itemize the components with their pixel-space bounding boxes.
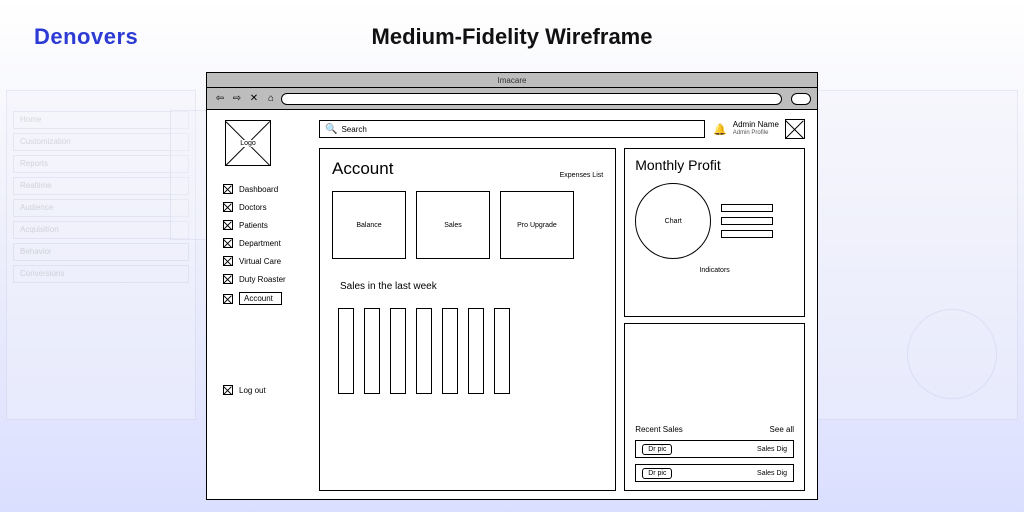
sales-bar <box>442 308 458 394</box>
window-titlebar: Imacare <box>207 73 817 88</box>
back-icon[interactable]: ⇦ <box>213 92 227 106</box>
sidebar-item-duty-roaster[interactable]: Duty Roaster <box>223 274 309 284</box>
admin-name: Admin Name <box>733 120 779 129</box>
sale-label: Sales Dig <box>757 470 787 477</box>
expenses-link[interactable]: Expenses List <box>560 172 604 179</box>
bell-icon[interactable]: 🔔 <box>713 123 727 136</box>
ghost-menu-item: Acquisition <box>13 221 189 239</box>
sales-bars <box>338 306 603 394</box>
sales-bar <box>364 308 380 394</box>
sidebar-item-label: Patients <box>239 221 268 230</box>
legend-row <box>721 204 773 212</box>
sidebar-item-label: Log out <box>239 386 266 395</box>
sales-bar <box>468 308 484 394</box>
ghost-menu-item: Customization <box>13 133 189 151</box>
right-column: Monthly Profit Chart Indicators Recent S… <box>624 148 805 491</box>
ghost-sidebar-bg: Home Customization Reports Realtime Audience… <box>6 90 196 420</box>
logo-label: Logo <box>238 140 258 147</box>
sales-bar <box>494 308 510 394</box>
logo-placeholder: Logo <box>225 120 271 166</box>
placeholder-icon <box>223 220 233 230</box>
sidebar-item-label: Dashboard <box>239 185 278 194</box>
page-title: Medium-Fidelity Wireframe <box>0 24 1024 50</box>
account-panel: Account Expenses List BalanceSalesPro Up… <box>319 148 616 491</box>
sidebar-item-label: Virtual Care <box>239 257 281 266</box>
placeholder-icon <box>223 385 233 395</box>
sidebar-item-logout[interactable]: Log out <box>223 385 309 395</box>
search-placeholder: Search <box>341 125 366 134</box>
sidebar-item-label: Doctors <box>239 203 267 212</box>
sidebar-nav: Dashboard Doctors Patients Department Virtua… <box>223 184 309 395</box>
sidebar-item-dashboard[interactable]: Dashboard <box>223 184 309 194</box>
ghost-menu-item: Behavior <box>13 243 189 261</box>
placeholder-icon <box>223 184 233 194</box>
sidebar-item-department[interactable]: Department <box>223 238 309 248</box>
sales-bar <box>416 308 432 394</box>
home-icon[interactable]: ⌂ <box>264 92 278 106</box>
legend-row <box>721 230 773 238</box>
placeholder-icon <box>223 274 233 284</box>
sidebar-item-label: Department <box>239 239 281 248</box>
topbar: 🔍 Search 🔔 Admin Name Admin Profile <box>319 118 805 140</box>
ghost-menu-item: Home <box>13 111 189 129</box>
indicators-label: Indicators <box>635 267 794 274</box>
chart-placeholder: Chart <box>635 183 711 259</box>
profit-panel: Monthly Profit Chart Indicators <box>624 148 805 317</box>
recent-sale-row[interactable]: Dr pic Sales Dig <box>635 464 794 482</box>
card-balance[interactable]: Balance <box>332 191 406 259</box>
forward-icon[interactable]: ⇨ <box>230 92 244 106</box>
sales-heading: Sales in the last week <box>340 281 603 292</box>
sidebar-item-label: Account <box>239 292 282 305</box>
avatar-placeholder[interactable] <box>785 119 805 139</box>
account-heading: Account <box>332 159 393 179</box>
recent-panel: Recent Sales See all Dr picSales DigDr p… <box>624 323 805 492</box>
toolbar-search-pill[interactable] <box>791 93 811 105</box>
search-input[interactable]: 🔍 Search <box>319 120 705 138</box>
sales-bar <box>390 308 406 394</box>
profit-heading: Monthly Profit <box>635 157 794 173</box>
ghost-menu-item: Audience <box>13 199 189 217</box>
ghost-menu-item: Conversions <box>13 265 189 283</box>
url-bar[interactable] <box>281 93 782 105</box>
sale-tag: Dr pic <box>642 468 672 479</box>
legend-rows <box>721 204 773 238</box>
ghost-right-bg <box>808 90 1018 420</box>
see-all-link[interactable]: See all <box>770 425 794 434</box>
account-cards: BalanceSalesPro Upgrade <box>332 191 603 259</box>
sidebar: Logo Dashboard Doctors Patients Department V… <box>219 118 309 491</box>
ghost-circle <box>907 309 997 399</box>
sales-bar <box>338 308 354 394</box>
browser-toolbar: ⇦ ⇨ ✕ ⌂ <box>207 88 817 110</box>
main-area: 🔍 Search 🔔 Admin Name Admin Profile Acco… <box>319 118 805 491</box>
placeholder-icon <box>223 238 233 248</box>
sidebar-item-patients[interactable]: Patients <box>223 220 309 230</box>
admin-text: Admin Name Admin Profile <box>733 120 779 138</box>
sale-tag: Dr pic <box>642 444 672 455</box>
browser-wireframe: Imacare ⇦ ⇨ ✕ ⌂ Logo Dashboard Doctors Pat… <box>206 72 818 500</box>
sidebar-item-virtual-care[interactable]: Virtual Care <box>223 256 309 266</box>
legend-row <box>721 217 773 225</box>
ghost-menu-item: Realtime <box>13 177 189 195</box>
placeholder-icon <box>223 202 233 212</box>
close-icon[interactable]: ✕ <box>247 92 261 106</box>
recent-sale-row[interactable]: Dr pic Sales Dig <box>635 440 794 458</box>
admin-subtitle: Admin Profile <box>733 129 779 138</box>
placeholder-icon <box>223 294 233 304</box>
card-sales[interactable]: Sales <box>416 191 490 259</box>
placeholder-icon <box>223 256 233 266</box>
admin-block[interactable]: 🔔 Admin Name Admin Profile <box>713 119 805 139</box>
recent-heading: Recent Sales <box>635 425 683 434</box>
search-icon: 🔍 <box>325 124 337 135</box>
sale-label: Sales Dig <box>757 446 787 453</box>
ghost-menu-item: Reports <box>13 155 189 173</box>
sidebar-item-account[interactable]: Account <box>223 292 309 305</box>
sidebar-item-label: Duty Roaster <box>239 275 286 284</box>
sidebar-item-doctors[interactable]: Doctors <box>223 202 309 212</box>
card-pro-upgrade[interactable]: Pro Upgrade <box>500 191 574 259</box>
